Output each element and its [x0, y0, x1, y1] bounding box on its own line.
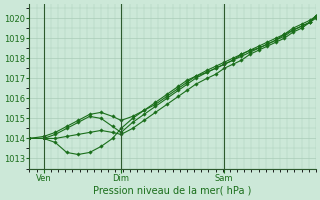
X-axis label: Pression niveau de la mer( hPa ): Pression niveau de la mer( hPa ) — [93, 186, 252, 196]
